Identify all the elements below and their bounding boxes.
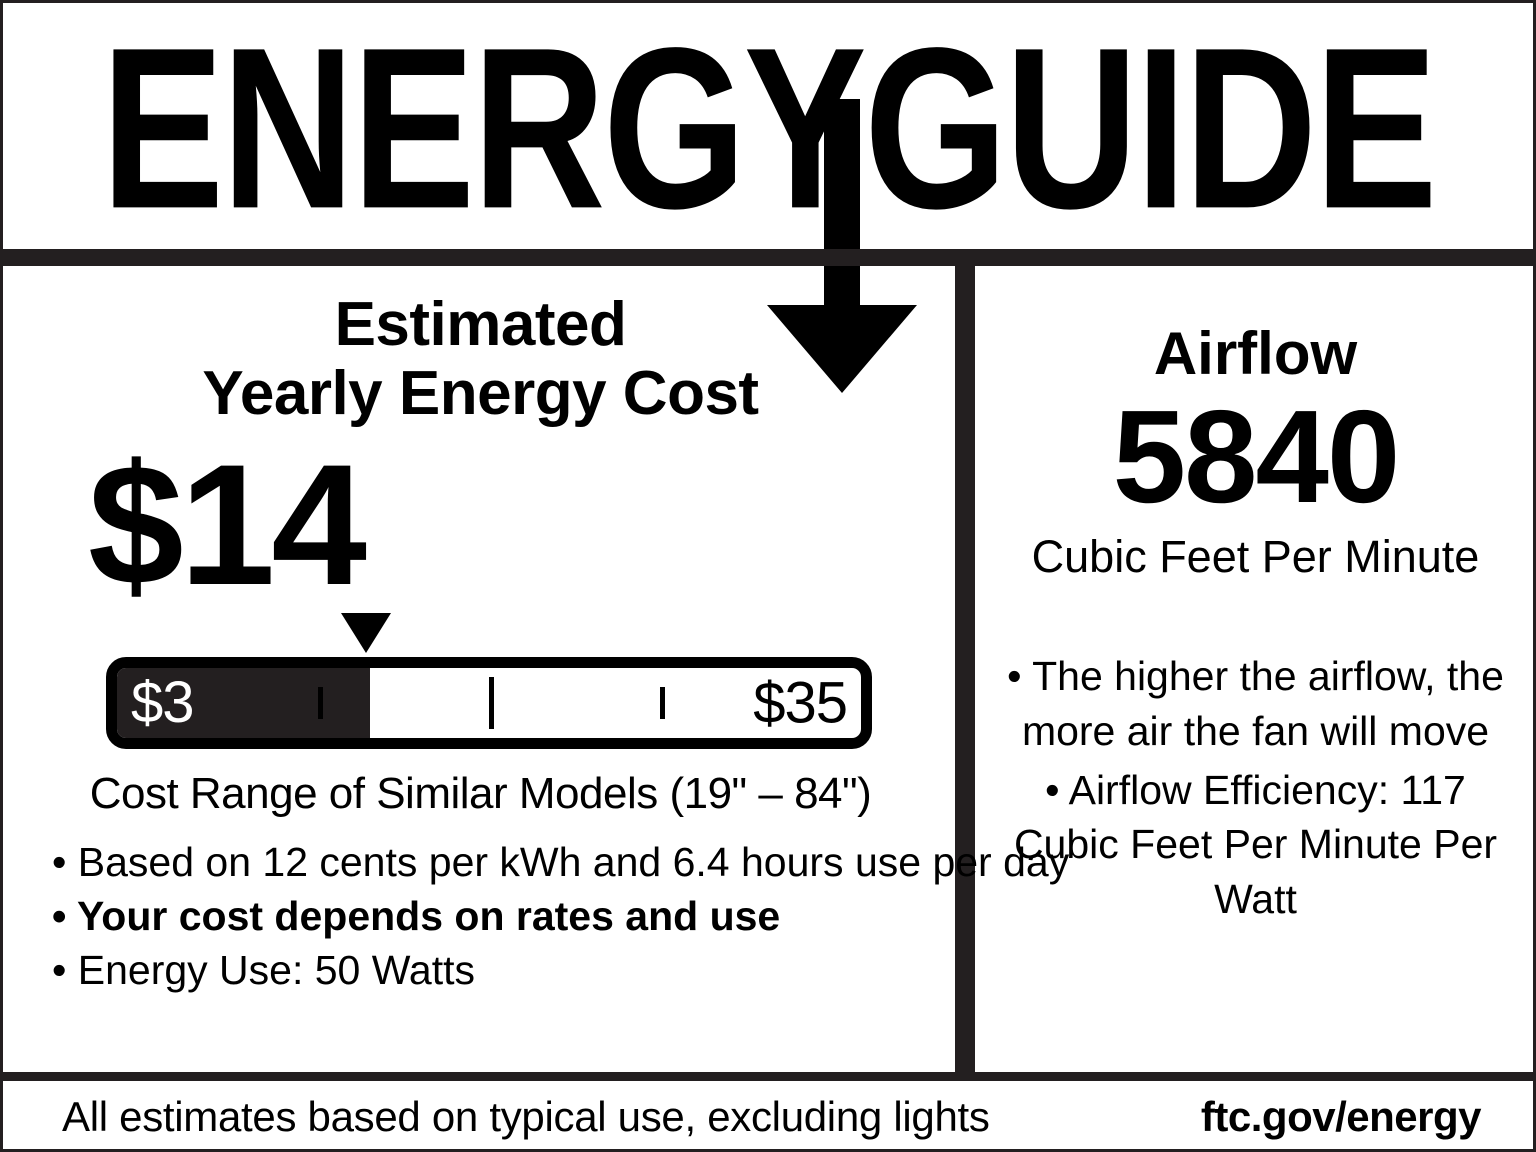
cost-range-chart: $3 $35: [6, 612, 955, 763]
cost-range-tick-1: [317, 686, 323, 719]
cost-range-tick-3: [660, 686, 666, 719]
list-item: • Airflow Efficiency: 117 Cubic Feet Per…: [1013, 766, 1498, 923]
airflow-panel: Airflow 5840 Cubic Feet Per Minute • The…: [975, 266, 1533, 1072]
cost-range-fill: $3: [117, 667, 370, 738]
estimated-cost-value: $14: [88, 428, 367, 621]
cost-panel: Estimated Yearly Energy Cost $14 $3 $35 …: [6, 266, 1070, 1072]
list-item: • The higher the airflow, the more air t…: [1007, 652, 1504, 754]
label-header: ENERGYGUIDE: [3, 3, 1533, 249]
airflow-title: Airflow: [1153, 320, 1358, 387]
cost-range-min-label: $3: [131, 670, 195, 736]
header-divider: [3, 249, 1533, 266]
cost-bullet-list: • Based on 12 cents per kWh and 6.4 hour…: [6, 835, 1070, 997]
list-item: • Energy Use: 50 Watts: [52, 947, 475, 994]
estimated-cost-title: Estimated Yearly Energy Cost: [6, 266, 955, 429]
footer-url: ftc.gov/energy: [1200, 1092, 1482, 1140]
airflow-unit-label: Cubic Feet Per Minute: [1031, 530, 1480, 582]
estimated-cost-title-line2: Yearly Energy Cost: [202, 359, 759, 429]
footer-divider: [3, 1072, 1533, 1081]
airflow-bullet-list: • The higher the airflow, the more air t…: [975, 649, 1533, 928]
label-footer: All estimates based on typical use, excl…: [6, 1081, 1533, 1149]
panel-divider: [955, 266, 975, 1072]
list-item: • Your cost depends on rates and use: [52, 892, 781, 939]
estimated-cost-title-line1: Estimated: [334, 290, 627, 359]
airflow-value: 5840: [1112, 383, 1401, 530]
page-title: ENERGYGUIDE: [101, 0, 1437, 257]
footer-note: All estimates based on typical use, excl…: [62, 1092, 990, 1140]
cost-range-max-label: $35: [753, 670, 848, 736]
list-item: • Based on 12 cents per kWh and 6.4 hour…: [52, 838, 1070, 885]
cost-range-bar: $3 $35: [106, 656, 872, 749]
cost-range-marker-icon: [341, 612, 392, 653]
cost-range-caption: Cost Range of Similar Models (19" – 84"): [89, 768, 872, 818]
cost-range-tick-2: [489, 676, 494, 729]
